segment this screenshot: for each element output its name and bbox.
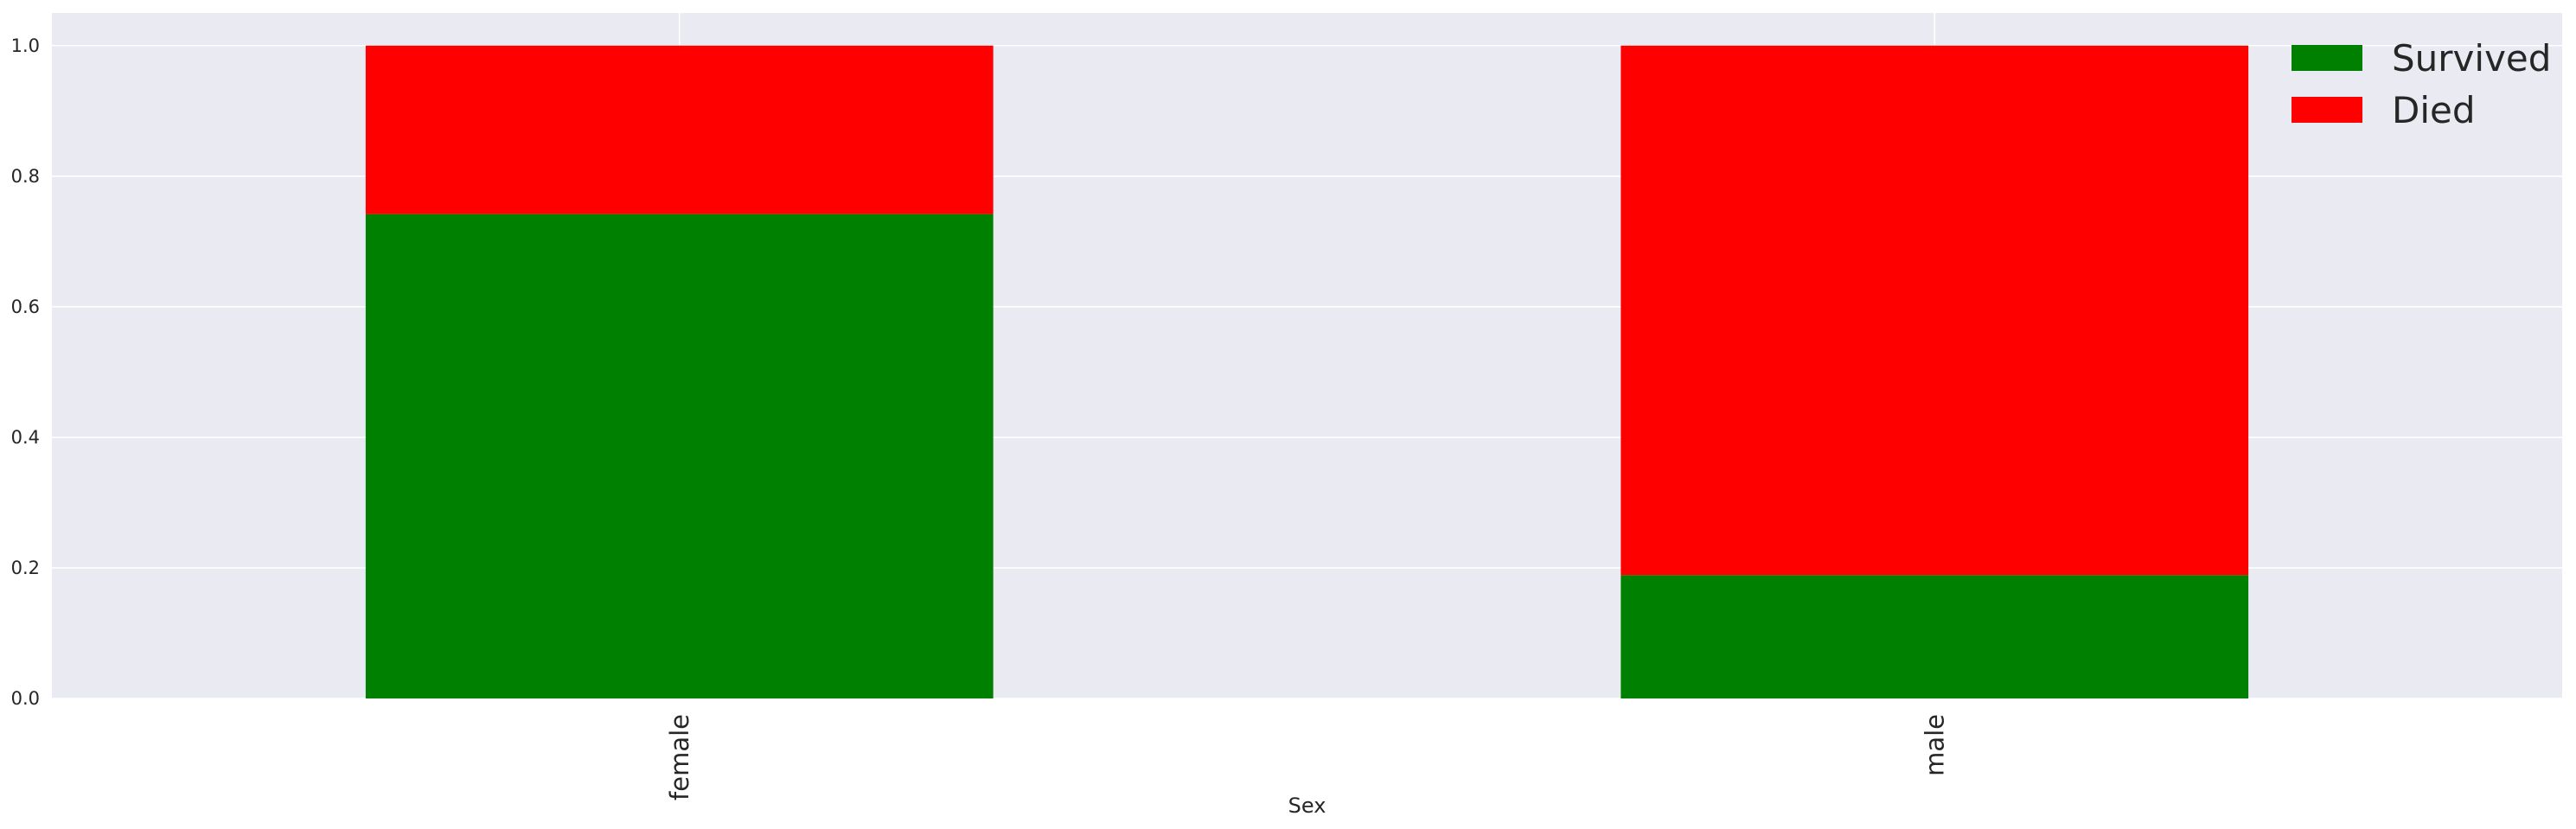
x-tick-label-female: female — [665, 714, 694, 800]
bar-died-male — [1620, 45, 2249, 576]
legend-label-survived: Survived — [2392, 37, 2551, 80]
x-axis-ticks: female male — [665, 714, 1950, 800]
y-tick-label: 0.2 — [11, 558, 40, 578]
x-axis-title: Sex — [1288, 794, 1326, 818]
y-tick-label: 0.8 — [11, 166, 40, 187]
legend-swatch-survived — [2292, 45, 2362, 71]
y-tick-label: 1.0 — [11, 35, 40, 56]
legend-label-died: Died — [2392, 89, 2476, 131]
y-tick-label: 0.0 — [11, 688, 40, 709]
bar-survived-male — [1620, 575, 2249, 698]
y-tick-label: 0.4 — [11, 427, 40, 448]
bar-survived-female — [365, 214, 994, 698]
bar-died-female — [365, 45, 994, 214]
y-axis-ticks: 0.0 0.2 0.4 0.6 0.8 1.0 — [11, 35, 40, 709]
legend-swatch-died — [2292, 97, 2362, 123]
legend: Survived Died — [2292, 37, 2551, 131]
y-tick-label: 0.6 — [11, 297, 40, 317]
x-tick-label-male: male — [1920, 714, 1949, 776]
bars-layer — [365, 45, 2249, 698]
